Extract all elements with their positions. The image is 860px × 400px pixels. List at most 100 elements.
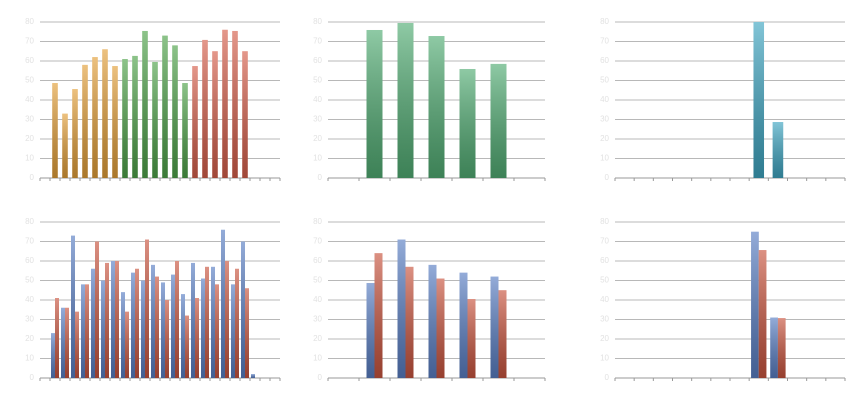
bar xyxy=(122,59,128,178)
bar xyxy=(132,55,138,178)
bar xyxy=(241,241,245,378)
bar xyxy=(436,278,445,378)
y-tick-label: 30 xyxy=(600,115,609,124)
bar xyxy=(753,22,765,178)
bar xyxy=(112,66,118,178)
bar xyxy=(201,278,205,378)
y-tick-label: 80 xyxy=(600,17,609,26)
y-tick-label: 10 xyxy=(25,354,34,363)
y-tick-label: 50 xyxy=(313,76,322,85)
bar xyxy=(142,30,148,178)
bar xyxy=(192,66,198,178)
y-tick-label: 10 xyxy=(313,354,322,363)
y-tick-label: 0 xyxy=(30,173,35,182)
y-tick-label: 10 xyxy=(600,354,609,363)
bar xyxy=(155,276,159,378)
bar xyxy=(215,284,219,378)
y-tick-label: 10 xyxy=(600,154,609,163)
y-tick-label: 60 xyxy=(600,56,609,65)
y-tick-label: 80 xyxy=(313,217,322,226)
bar xyxy=(71,235,75,378)
y-tick-label: 10 xyxy=(313,154,322,163)
bar xyxy=(245,288,249,378)
bar xyxy=(72,89,78,178)
y-tick-label: 60 xyxy=(313,56,322,65)
bar xyxy=(232,30,238,178)
bar xyxy=(185,315,189,378)
bar xyxy=(751,231,759,378)
bar xyxy=(61,307,65,378)
bar xyxy=(65,307,69,378)
bar xyxy=(91,268,95,378)
y-tick-label: 50 xyxy=(600,76,609,85)
bar xyxy=(490,63,507,178)
y-tick-label: 40 xyxy=(600,295,609,304)
bar xyxy=(498,290,507,378)
y-tick-label: 0 xyxy=(605,173,610,182)
y-tick-label: 60 xyxy=(600,256,609,265)
y-tick-label: 30 xyxy=(25,315,34,324)
bar xyxy=(121,292,125,378)
y-tick-label: 70 xyxy=(600,37,609,46)
bar xyxy=(52,83,58,178)
y-tick-label: 0 xyxy=(318,173,323,182)
y-tick-label: 50 xyxy=(25,76,34,85)
y-tick-label: 30 xyxy=(313,115,322,124)
y-tick-label: 20 xyxy=(600,134,609,143)
bar xyxy=(105,262,109,378)
bar xyxy=(195,298,199,378)
bar xyxy=(175,261,179,378)
bar xyxy=(182,83,188,178)
y-tick-label: 40 xyxy=(313,295,322,304)
y-tick-label: 40 xyxy=(313,95,322,104)
y-tick-label: 30 xyxy=(25,115,34,124)
y-tick-label: 0 xyxy=(318,373,323,382)
bar xyxy=(62,113,68,178)
bar xyxy=(135,268,139,378)
bar xyxy=(235,268,239,378)
bar xyxy=(202,39,208,178)
bar xyxy=(111,261,115,378)
bar xyxy=(428,264,437,378)
y-tick-label: 20 xyxy=(25,334,34,343)
bar xyxy=(51,333,55,378)
bar xyxy=(101,280,105,378)
bar xyxy=(405,266,414,378)
y-tick-label: 0 xyxy=(605,373,610,382)
y-tick-label: 70 xyxy=(25,37,34,46)
bar xyxy=(459,272,468,378)
bar xyxy=(55,298,59,378)
y-tick-label: 60 xyxy=(25,56,34,65)
y-tick-label: 70 xyxy=(313,237,322,246)
y-tick-label: 20 xyxy=(313,334,322,343)
bar xyxy=(772,122,784,178)
y-tick-label: 0 xyxy=(30,373,35,382)
y-tick-label: 10 xyxy=(25,154,34,163)
bar xyxy=(459,68,476,178)
bar xyxy=(770,317,778,378)
bar xyxy=(222,29,228,178)
bar xyxy=(397,22,414,178)
y-tick-label: 30 xyxy=(313,315,322,324)
bar xyxy=(125,311,129,378)
bar xyxy=(75,311,79,378)
y-tick-label: 60 xyxy=(313,256,322,265)
bar xyxy=(172,45,178,179)
y-tick-label: 20 xyxy=(25,134,34,143)
bar xyxy=(251,374,255,378)
y-tick-label: 70 xyxy=(600,237,609,246)
bar xyxy=(85,284,89,378)
y-tick-label: 80 xyxy=(25,217,34,226)
bar xyxy=(81,284,85,378)
y-tick-label: 20 xyxy=(600,334,609,343)
bar xyxy=(758,250,767,378)
bar xyxy=(92,57,98,178)
bar xyxy=(212,51,218,178)
bar xyxy=(95,241,99,378)
bar xyxy=(205,266,209,378)
y-tick-label: 50 xyxy=(25,276,34,285)
bar xyxy=(151,264,155,378)
bar xyxy=(82,64,88,178)
bar xyxy=(141,280,145,378)
